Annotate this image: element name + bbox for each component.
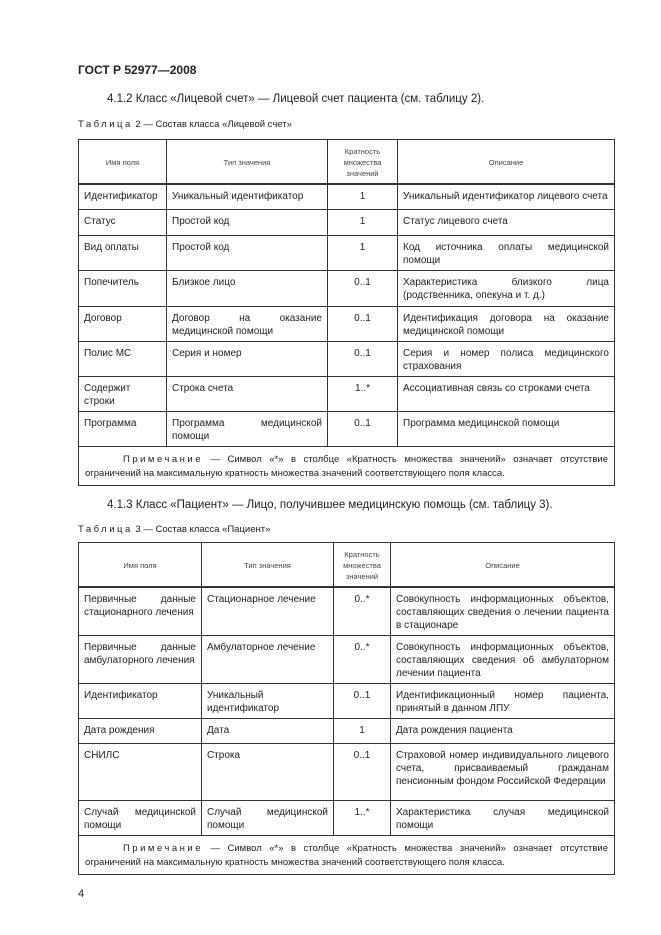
cell-field-name: Программа: [78, 411, 167, 447]
cell-description: Программа медицинской помощи: [397, 411, 615, 447]
cell-field-name: Первичные данные амбулаторного лечения: [78, 634, 202, 684]
table-row: Вид оплаты Простой код 1 Код источника опла…: [78, 235, 615, 271]
cell-multiplicity: 1: [333, 717, 391, 744]
cell-description: Совокупность информационных объектов, со…: [390, 586, 615, 636]
table-note-row: Примечание — Символ «*» в столбце «Кратн…: [78, 446, 615, 486]
cell-description: Статус лицевого счета: [397, 209, 615, 236]
cell-multiplicity: 0..1: [327, 341, 398, 377]
note-text: — Символ «*» в столбце «Кратность множес…: [85, 454, 608, 479]
table-row: Содержит строки Строка счета 1..* Ассоциати…: [78, 376, 615, 412]
col-header-description: Описание: [397, 139, 615, 184]
table-row: Программа Программа медицинской помощи 0..…: [78, 411, 615, 447]
col-header-value-type: Тип значения: [201, 542, 334, 587]
table-note-row: Примечание — Символ «*» в столбце «Кратн…: [78, 834, 615, 875]
cell-description: Страховой номер индивидуального лицевого…: [390, 742, 615, 801]
cell-field-name: Вид оплаты: [78, 235, 167, 271]
table-row: Дата рождения Дата 1 Дата рождения пациента: [78, 717, 615, 744]
cell-description: Дата рождения пациента: [390, 717, 615, 744]
note-prefix: Примечание: [123, 842, 203, 854]
table3-caption-text: 3 — Состав класса «Пациент»: [135, 524, 271, 535]
table2: Имя поля Тип значения Кратность множеств…: [78, 139, 615, 486]
cell-value-type: Договор на оказание медицинской помощи: [166, 306, 328, 342]
cell-value-type: Амбулаторное лечение: [201, 634, 334, 684]
cell-field-name: Содержит строки: [78, 376, 167, 412]
table-row: Первичные данные амбулаторного лечения Ам…: [78, 634, 615, 684]
cell-description: Код источника оплаты медицинской помощи: [397, 235, 615, 271]
cell-field-name: Договор: [78, 306, 167, 342]
cell-field-name: Первичные данные стационарного лечения: [78, 586, 202, 636]
table-row: Идентификатор Уникальный идентификатор 0..…: [78, 682, 615, 719]
cell-multiplicity: 0..1: [327, 270, 398, 307]
col-header-multiplicity: Кратность множества значений: [333, 542, 391, 587]
cell-value-type: Серия и номер: [166, 341, 328, 377]
standard-header: ГОСТ Р 52977—2008: [78, 63, 197, 77]
cell-value-type: Строка: [201, 742, 334, 801]
cell-value-type: Стационарное лечение: [201, 586, 334, 636]
cell-description: Совокупность информационных объектов, со…: [390, 634, 615, 684]
cell-field-name: Дата рождения: [78, 717, 202, 744]
cell-value-type: Уникальный идентификатор: [166, 183, 328, 210]
cell-multiplicity: 0..*: [333, 634, 391, 684]
cell-description: Характеристика случая медицинской помощи: [390, 799, 615, 836]
col-header-multiplicity: Кратность множества значений: [327, 139, 398, 184]
cell-field-name: Идентификатор: [78, 183, 167, 210]
cell-value-type: Случай медицинской помощи: [201, 799, 334, 836]
cell-multiplicity: 1: [327, 235, 398, 271]
cell-field-name: Полис МС: [78, 341, 167, 377]
table-row: Идентификатор Уникальный идентификатор 1 Ун…: [78, 183, 615, 210]
cell-value-type: Программа медицинской помощи: [166, 411, 328, 447]
cell-multiplicity: 1..*: [327, 376, 398, 412]
cell-field-name: СНИЛС: [78, 742, 202, 801]
cell-multiplicity: 1..*: [333, 799, 391, 836]
cell-multiplicity: 0..1: [327, 306, 398, 342]
cell-value-type: Строка счета: [166, 376, 328, 412]
cell-field-name: Статус: [78, 209, 167, 236]
note-text: — Символ «*» в столбце «Кратность множес…: [85, 842, 608, 868]
table-note: Примечание — Символ «*» в столбце «Кратн…: [78, 446, 615, 486]
table-row: Полис МС Серия и номер 0..1 Серия и номер п…: [78, 341, 615, 377]
cell-description: Идентификационный номер пациента, принят…: [390, 682, 615, 719]
table3-caption-prefix: Таблица: [78, 524, 133, 535]
cell-description: Уникальный идентификатор лицевого счета: [397, 183, 615, 210]
table-row: Первичные данные стационарного лечения Ст…: [78, 586, 615, 636]
cell-value-type: Уникальный идентификатор: [201, 682, 334, 719]
col-header-value-type: Тип значения: [166, 139, 328, 184]
col-header-description: Описание: [390, 542, 615, 587]
col-header-field-name: Имя поля: [78, 139, 167, 184]
section-4-1-3: 4.1.3 Класс «Пациент» — Лицо, получившее…: [107, 499, 553, 511]
table-row: Договор Договор на оказание медицинской п…: [78, 306, 615, 342]
table3-caption: Таблица 3 — Состав класса «Пациент»: [78, 524, 614, 536]
cell-description: Идентификация договора на оказание медиц…: [397, 306, 615, 342]
table-note: Примечание — Символ «*» в столбце «Кратн…: [78, 834, 615, 875]
cell-description: Характеристика близкого лица (родственни…: [397, 270, 615, 307]
page-number: 4: [78, 887, 85, 900]
cell-multiplicity: 0..1: [327, 411, 398, 447]
cell-field-name: Идентификатор: [78, 682, 202, 719]
cell-multiplicity: 1: [327, 183, 398, 210]
cell-value-type: Простой код: [166, 235, 328, 271]
cell-field-name: Попечитель: [78, 270, 167, 307]
cell-description: Серия и номер полиса медицинского страхо…: [397, 341, 615, 377]
table-row: Попечитель Близкое лицо 0..1 Характеристика…: [78, 270, 615, 307]
cell-multiplicity: 0..*: [333, 586, 391, 636]
table3: Имя поля Тип значения Кратность множеств…: [78, 542, 615, 875]
cell-multiplicity: 1: [327, 209, 398, 236]
col-header-field-name: Имя поля: [78, 542, 202, 587]
cell-value-type: Близкое лицо: [166, 270, 328, 307]
cell-value-type: Простой код: [166, 209, 328, 236]
cell-description: Ассоциативная связь со строками счета: [397, 376, 615, 412]
table2-caption-prefix: Таблица: [78, 119, 133, 130]
cell-value-type: Дата: [201, 717, 334, 744]
cell-multiplicity: 0..1: [333, 742, 391, 801]
section-4-1-2: 4.1.2 Класс «Лицевой счет» — Лицевой сче…: [107, 93, 485, 105]
cell-multiplicity: 0..1: [333, 682, 391, 719]
table-row: Статус Простой код 1 Статус лицевого счета: [78, 209, 615, 236]
table2-caption: Таблица 2 — Состав класса «Лицевой счет»: [78, 119, 614, 131]
table2-caption-text: 2 — Состав класса «Лицевой счет»: [135, 119, 292, 130]
cell-field-name: Случай медицинской помощи: [78, 799, 202, 836]
note-prefix: Примечание: [123, 454, 203, 465]
table-row: СНИЛС Строка 0..1 Страховой номер индивидуа…: [78, 742, 615, 801]
table-row: Случай медицинской помощи Случай медицинс…: [78, 799, 615, 836]
